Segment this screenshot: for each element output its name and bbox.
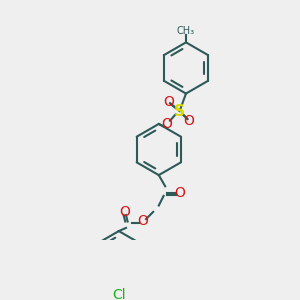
- Text: O: O: [184, 114, 195, 128]
- Text: O: O: [137, 214, 148, 229]
- Text: O: O: [119, 205, 130, 219]
- Text: O: O: [161, 117, 172, 131]
- Text: S: S: [174, 103, 185, 118]
- Text: O: O: [163, 94, 174, 109]
- Text: Cl: Cl: [112, 288, 126, 300]
- Text: CH₃: CH₃: [177, 26, 195, 36]
- Text: O: O: [174, 186, 185, 200]
